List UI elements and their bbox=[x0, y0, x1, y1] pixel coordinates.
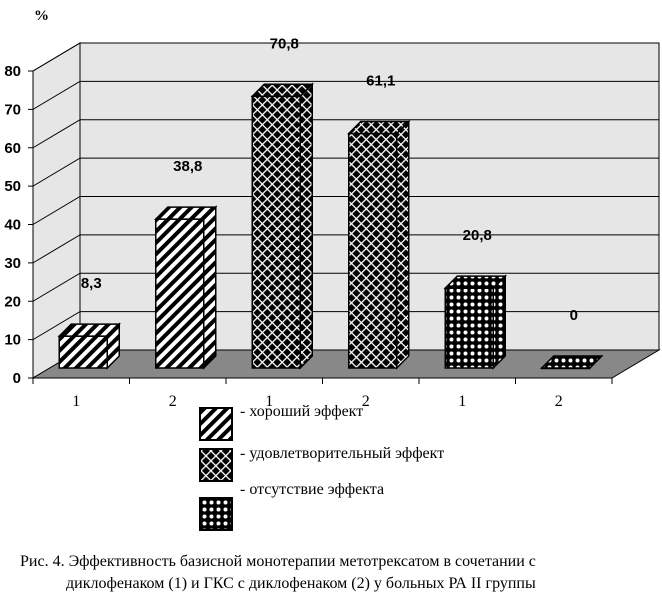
gridline bbox=[32, 80, 659, 110]
chart-walls bbox=[31, 42, 661, 379]
data-label: 20,8 bbox=[463, 227, 492, 244]
gridline bbox=[32, 119, 659, 149]
bars bbox=[57, 82, 604, 370]
x-tick-label: 1 bbox=[458, 393, 466, 410]
bar-front bbox=[155, 218, 205, 369]
bar bbox=[57, 322, 122, 370]
y-tick-label: 70 bbox=[4, 101, 21, 118]
bar-side bbox=[396, 119, 410, 370]
data-label: 38,8 bbox=[173, 158, 202, 175]
bar-front bbox=[348, 132, 398, 369]
data-labels: 8,3 38,8 70,8 61,1 20,8 0 bbox=[81, 35, 578, 324]
y-tick-label: 0 bbox=[13, 370, 21, 387]
bar-front bbox=[58, 335, 108, 369]
bar-front bbox=[251, 95, 301, 369]
gridlines bbox=[32, 42, 659, 341]
x-tick-label: 1 bbox=[265, 393, 273, 410]
y-tick-label: 50 bbox=[4, 178, 21, 195]
data-label: 0 bbox=[570, 307, 578, 324]
bar-top bbox=[57, 323, 122, 337]
y-tick-label: 80 bbox=[4, 63, 21, 80]
y-axis-ticks: 0 10 20 30 40 50 60 70 80 bbox=[4, 63, 34, 387]
y-tick-label: 20 bbox=[4, 293, 21, 310]
bar-top bbox=[250, 83, 315, 98]
bar-side bbox=[203, 205, 217, 370]
legend-swatch-none bbox=[199, 497, 233, 531]
y-tick-label: 30 bbox=[4, 255, 21, 272]
x-tick-label: 2 bbox=[555, 393, 563, 410]
gridline bbox=[32, 196, 659, 225]
bar bbox=[153, 205, 218, 370]
bar bbox=[250, 82, 315, 370]
y-tick-label: 60 bbox=[4, 140, 21, 157]
bar-side bbox=[299, 82, 313, 370]
figure-caption-line2: диклофенаком (1) и ГКС с диклофенаком (2… bbox=[66, 575, 536, 592]
bar-top bbox=[153, 206, 218, 220]
gridline bbox=[32, 42, 659, 72]
y-axis-label: % bbox=[34, 8, 49, 24]
x-axis-ticks: 1 2 1 2 1 2 bbox=[32, 378, 613, 410]
bar bbox=[443, 274, 508, 370]
legend-label-good: - хороший эффект bbox=[240, 403, 364, 420]
bar-side bbox=[492, 274, 506, 370]
bar-front bbox=[444, 287, 494, 369]
bar bbox=[539, 355, 604, 370]
bar-top bbox=[539, 355, 604, 369]
y-tick-label: 10 bbox=[4, 332, 21, 349]
bar-top bbox=[443, 275, 508, 289]
data-label: 8,3 bbox=[81, 275, 102, 292]
legend-swatch-pattern bbox=[201, 499, 231, 529]
x-tick-label: 2 bbox=[169, 393, 177, 410]
legend-swatch-pattern bbox=[201, 409, 231, 439]
x-tick-label: 2 bbox=[362, 393, 370, 410]
x-tick-label: 1 bbox=[72, 393, 80, 410]
bar bbox=[346, 119, 411, 370]
figure-caption-line1: Рис. 4. Эффективность базисной монотерап… bbox=[20, 553, 536, 570]
gridline bbox=[32, 272, 659, 302]
legend-label-none: - отсутствие эффекта bbox=[240, 481, 385, 498]
legend-swatch-satisfactory bbox=[199, 448, 233, 482]
gridline bbox=[32, 157, 659, 187]
data-label: 61,1 bbox=[366, 73, 395, 90]
legend-swatch-good bbox=[199, 407, 233, 441]
gridline bbox=[32, 234, 659, 264]
bar-top bbox=[346, 120, 411, 135]
legend-swatch-pattern bbox=[201, 450, 231, 480]
y-tick-label: 40 bbox=[4, 217, 21, 234]
legend-label-satisfactory: - удовлетворительный эффект bbox=[240, 445, 445, 462]
data-label: 70,8 bbox=[270, 35, 299, 52]
